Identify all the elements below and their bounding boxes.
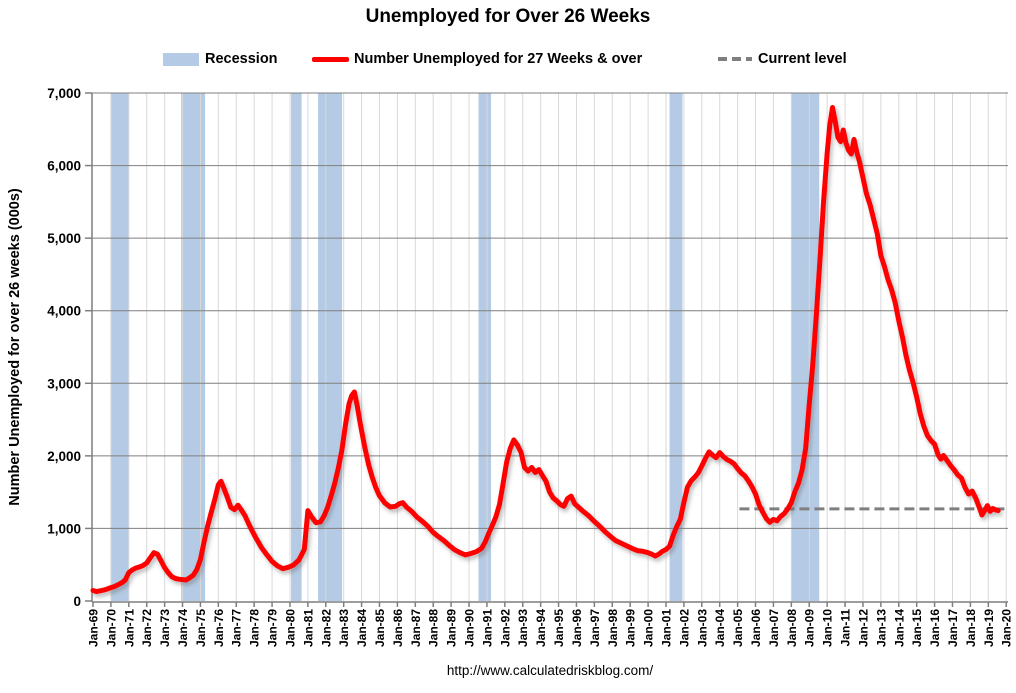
x-tick-labels: Jan-69 Jan-70 Jan-71 Jan-72 Jan-73 Jan-74 Jan-…	[87, 609, 1014, 647]
svg-text:Jan-11: Jan-11	[839, 609, 853, 647]
svg-text:Jan-91: Jan-91	[480, 609, 494, 647]
svg-text:Jan-19: Jan-19	[982, 609, 996, 647]
recession-bands	[110, 93, 820, 601]
y-axis-title: Number Unemployed for over 26 weeks (000…	[7, 188, 23, 506]
y-tick-labels: 0 1,000 2,000 3,000 4,000 5,000 6,000 7,000	[47, 86, 81, 609]
svg-text:1,000: 1,000	[47, 521, 81, 536]
svg-text:0: 0	[73, 594, 81, 609]
svg-text:Jan-79: Jan-79	[266, 609, 280, 647]
svg-text:Jan-06: Jan-06	[749, 609, 763, 647]
legend-item-series: Number Unemployed for 27 Weeks & over	[312, 47, 642, 71]
svg-text:Jan-75: Jan-75	[194, 609, 208, 647]
svg-text:Jan-14: Jan-14	[892, 609, 906, 647]
svg-text:Jan-00: Jan-00	[642, 609, 656, 647]
svg-text:Jan-08: Jan-08	[785, 609, 799, 647]
svg-text:2,000: 2,000	[47, 449, 81, 464]
svg-text:Jan-17: Jan-17	[946, 609, 960, 647]
svg-text:Jan-95: Jan-95	[552, 609, 566, 647]
svg-text:Jan-99: Jan-99	[624, 609, 638, 647]
svg-text:Jan-87: Jan-87	[409, 609, 423, 647]
svg-text:7,000: 7,000	[47, 86, 81, 101]
svg-text:Jan-71: Jan-71	[122, 609, 136, 647]
svg-text:Jan-20: Jan-20	[1000, 609, 1014, 647]
svg-text:Jan-72: Jan-72	[140, 609, 154, 647]
svg-text:Jan-80: Jan-80	[283, 609, 297, 647]
svg-text:Jan-86: Jan-86	[391, 609, 405, 647]
recession-swatch	[163, 52, 199, 66]
svg-text:Jan-09: Jan-09	[803, 609, 817, 647]
svg-text:Jan-81: Jan-81	[301, 609, 315, 647]
svg-text:Jan-01: Jan-01	[659, 609, 673, 647]
svg-text:Jan-88: Jan-88	[427, 609, 441, 647]
svg-text:Number Unemployed for over 26: Number Unemployed for over 26 weeks (000…	[7, 188, 23, 506]
svg-text:Jan-70: Jan-70	[104, 609, 118, 647]
svg-text:Jan-94: Jan-94	[534, 609, 548, 647]
svg-text:Jan-97: Jan-97	[588, 609, 602, 647]
svg-text:Jan-69: Jan-69	[87, 609, 101, 647]
svg-text:Jan-90: Jan-90	[463, 609, 477, 647]
svg-text:6,000: 6,000	[47, 159, 81, 174]
svg-text:3,000: 3,000	[47, 376, 81, 391]
svg-text:Jan-73: Jan-73	[158, 609, 172, 647]
svg-text:Jan-18: Jan-18	[964, 609, 978, 647]
horizontal-gridlines	[92, 92, 1008, 529]
svg-text:Jan-12: Jan-12	[856, 609, 870, 647]
legend-item-current-level: Current level	[718, 47, 847, 71]
legend: Recession Number Unemployed for 27 Weeks…	[0, 47, 1016, 71]
svg-text:Jan-76: Jan-76	[212, 609, 226, 647]
svg-text:4,000: 4,000	[47, 304, 81, 319]
axes	[85, 92, 1008, 607]
legend-label-recession: Recession	[205, 51, 278, 67]
svg-text:Jan-85: Jan-85	[373, 609, 387, 647]
svg-text:Jan-05: Jan-05	[731, 609, 745, 647]
red-line-swatch	[312, 56, 349, 62]
svg-text:Jan-78: Jan-78	[248, 609, 262, 647]
unemployment-line	[90, 105, 1001, 595]
svg-text:Jan-82: Jan-82	[319, 609, 333, 647]
svg-text:Jan-92: Jan-92	[498, 609, 512, 647]
svg-text:Jan-16: Jan-16	[928, 609, 942, 647]
svg-text:Jan-03: Jan-03	[695, 609, 709, 647]
chart-title: Unemployed for Over 26 Weeks	[365, 6, 651, 27]
vertical-gridlines	[110, 93, 1007, 601]
svg-text:Jan-13: Jan-13	[874, 609, 888, 647]
svg-text:Jan-15: Jan-15	[910, 609, 924, 647]
svg-text:Jan-84: Jan-84	[355, 609, 369, 647]
legend-label-current-level: Current level	[758, 51, 847, 67]
svg-text:Jan-98: Jan-98	[606, 609, 620, 647]
svg-text:Jan-10: Jan-10	[821, 609, 835, 647]
svg-text:Jan-96: Jan-96	[570, 609, 584, 647]
svg-text:Jan-04: Jan-04	[713, 609, 727, 647]
legend-item-recession: Recession	[163, 47, 278, 71]
svg-text:Jan-77: Jan-77	[230, 609, 244, 647]
svg-text:Jan-89: Jan-89	[445, 609, 459, 647]
svg-text:Jan-93: Jan-93	[516, 609, 530, 647]
legend-label-series: Number Unemployed for 27 Weeks & over	[354, 51, 643, 67]
svg-text:5,000: 5,000	[47, 231, 81, 246]
svg-text:Jan-74: Jan-74	[176, 609, 190, 647]
dashed-line-swatch	[718, 57, 752, 61]
svg-text:Jan-07: Jan-07	[767, 609, 781, 647]
footer-url: http://www.calculatedriskblog.com/	[446, 663, 654, 678]
svg-text:Jan-02: Jan-02	[677, 609, 691, 647]
svg-text:Jan-83: Jan-83	[337, 609, 351, 647]
